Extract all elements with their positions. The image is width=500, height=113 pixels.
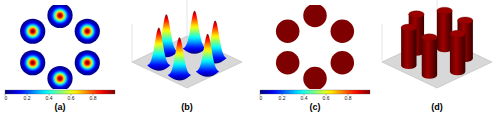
colorbar-tick-label: 0.6 bbox=[68, 95, 75, 101]
cylinder-top bbox=[409, 11, 424, 18]
spot bbox=[331, 19, 355, 43]
peak bbox=[147, 28, 170, 71]
cylinder-side bbox=[401, 28, 416, 69]
box-edge bbox=[382, 24, 383, 62]
colorbar-tick-label: 0.4 bbox=[301, 95, 308, 101]
spot bbox=[276, 51, 300, 75]
cylinder-top bbox=[457, 17, 472, 24]
spot bbox=[303, 67, 327, 89]
panel-label: (c) bbox=[310, 102, 321, 112]
panel-label: (d) bbox=[431, 102, 443, 112]
box-edge bbox=[187, 0, 188, 36]
colorbar-tick-label: 0 bbox=[5, 95, 8, 101]
spot bbox=[47, 66, 72, 89]
panel: 0 0.2 0.4 0.6 0.8 (a) bbox=[5, 3, 115, 112]
colorbar-tick-label: 0.4 bbox=[46, 95, 53, 101]
spot bbox=[47, 5, 72, 28]
cylinder-side bbox=[422, 37, 437, 78]
spot bbox=[20, 50, 45, 75]
spot bbox=[276, 19, 300, 43]
peak bbox=[183, 11, 206, 54]
peaks bbox=[147, 11, 226, 81]
colorbar bbox=[260, 90, 370, 94]
cylinder-top bbox=[401, 24, 416, 31]
panel: (d) bbox=[382, 0, 492, 112]
spot bbox=[20, 19, 45, 44]
colorbar-tick-label: 0.8 bbox=[90, 95, 97, 101]
cylinder-top bbox=[450, 30, 465, 37]
spot bbox=[331, 51, 355, 75]
colorbar-tick-label: 0.2 bbox=[24, 95, 31, 101]
colorbar-tick-label: 0.6 bbox=[323, 95, 330, 101]
spot bbox=[303, 5, 327, 27]
panel-label: (b) bbox=[181, 102, 193, 112]
box-edge bbox=[132, 24, 133, 62]
panel: 0 0.2 0.4 0.6 0.8 (c) bbox=[260, 4, 370, 112]
spot bbox=[75, 50, 100, 75]
spot bbox=[75, 19, 100, 44]
panel: (b) bbox=[132, 0, 242, 112]
spots bbox=[276, 5, 354, 89]
cylinder-top bbox=[422, 34, 437, 41]
peak bbox=[196, 34, 219, 77]
base-plane bbox=[382, 36, 492, 88]
peak bbox=[168, 37, 191, 80]
peaks bbox=[401, 7, 473, 79]
cylinder-side bbox=[450, 34, 465, 75]
colorbar bbox=[5, 90, 115, 94]
colorbar-tick-label: 0 bbox=[260, 95, 263, 101]
panel-label: (a) bbox=[55, 102, 66, 112]
spots bbox=[20, 5, 100, 89]
figure: 0 0.2 0.4 0.6 0.8 (a) (b) 0 0.2 0.4 0.6 0.8 (c) (d) bbox=[0, 0, 500, 113]
colorbar-tick-label: 0.8 bbox=[345, 95, 352, 101]
cylinder-top bbox=[437, 7, 452, 14]
colorbar-tick-label: 0.2 bbox=[279, 95, 286, 101]
